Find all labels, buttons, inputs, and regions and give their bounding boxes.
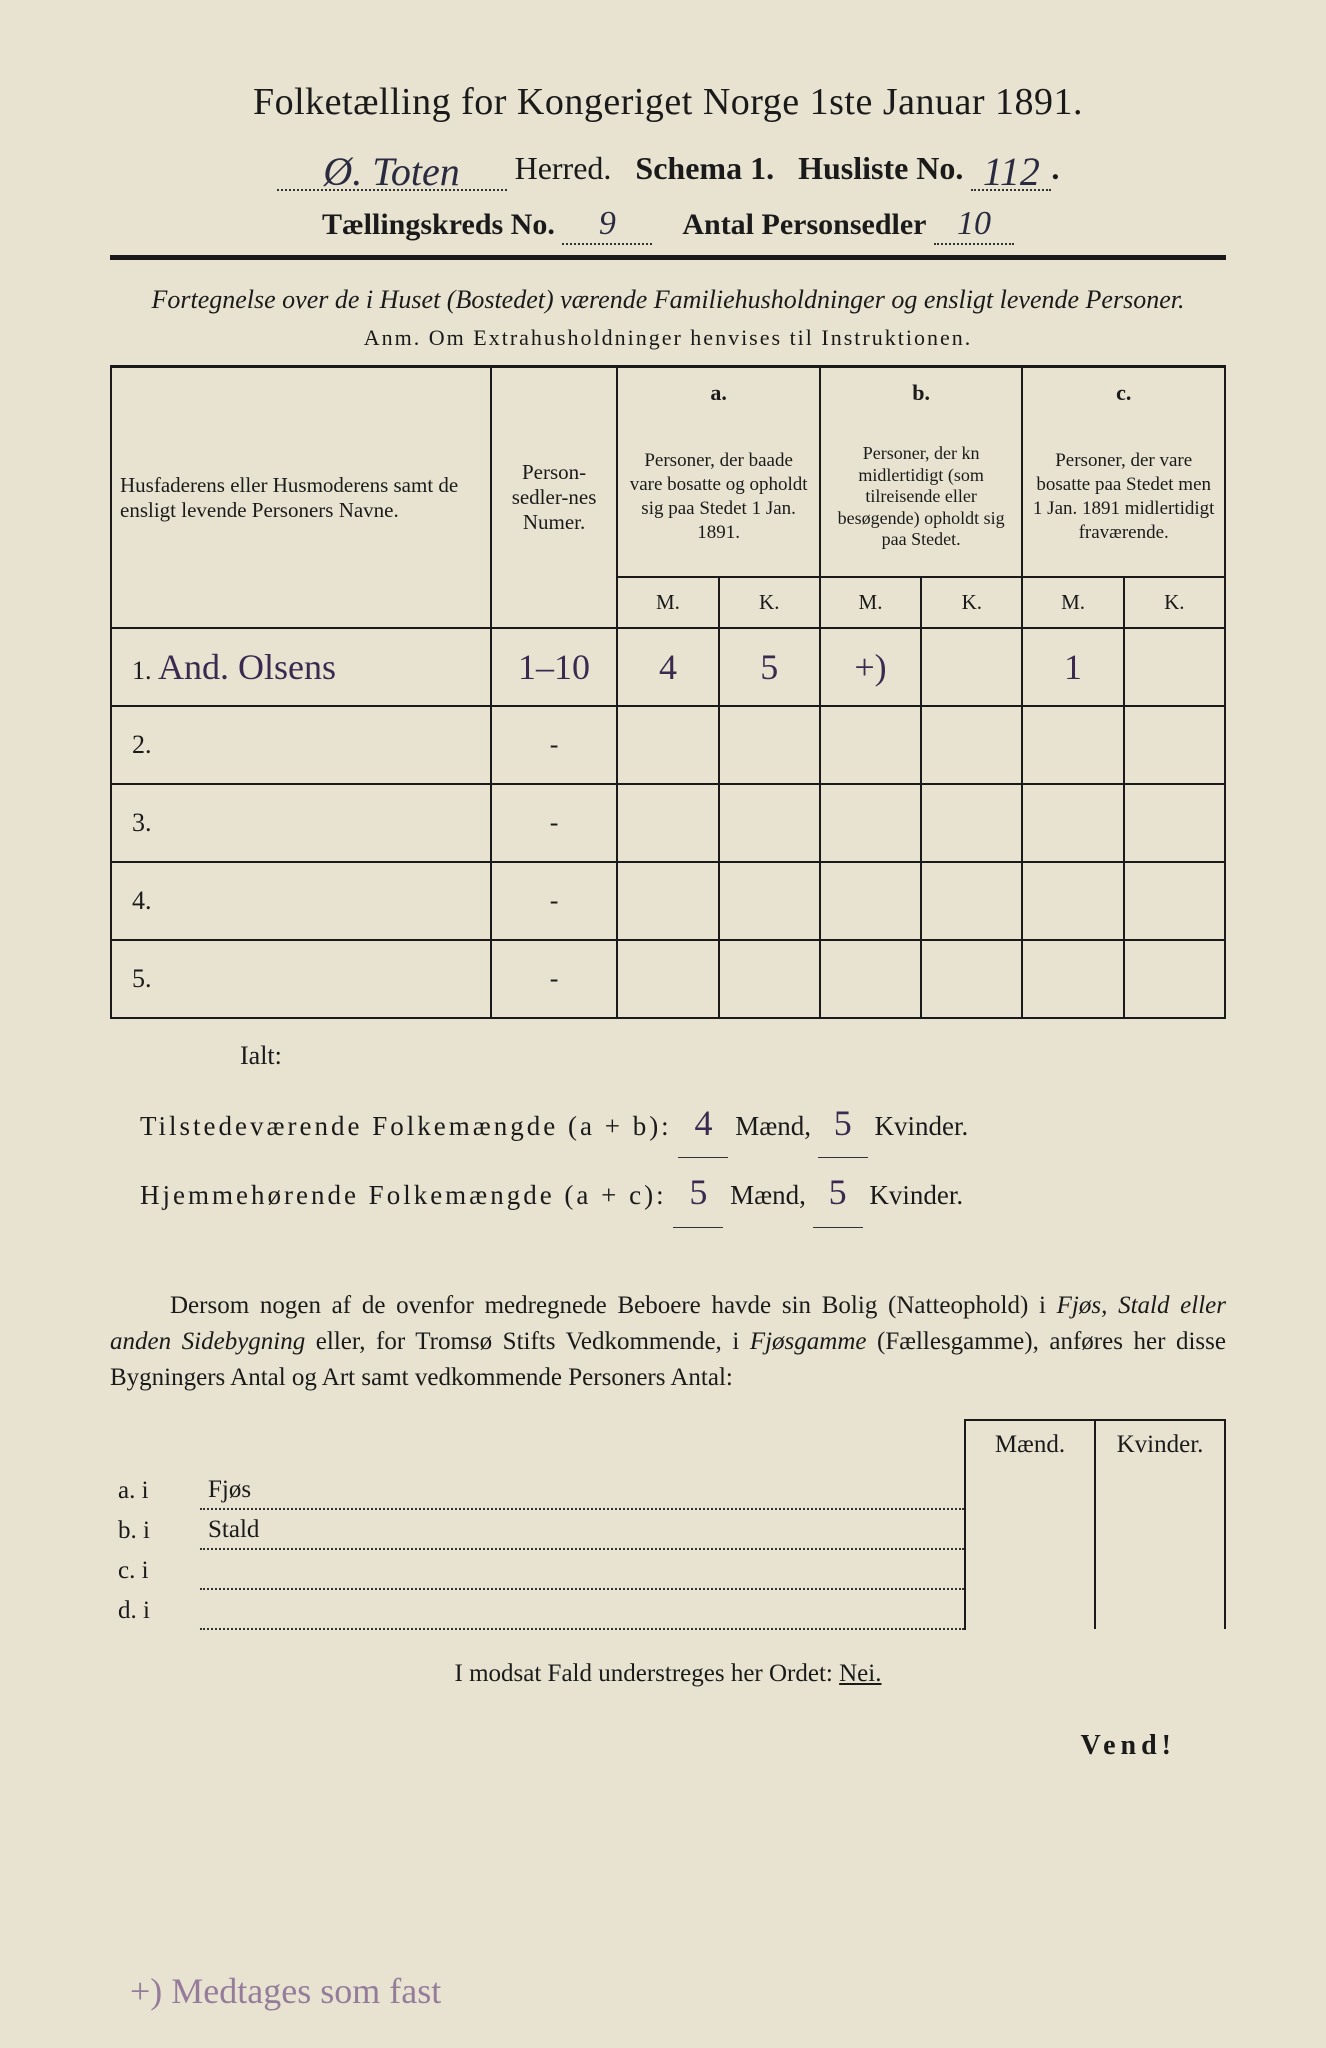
th-b-label: b.: [912, 380, 930, 405]
instructions-paragraph: Dersom nogen af de ovenfor medregnede Be…: [110, 1288, 1226, 1397]
header-line-2: Ø. Toten Herred. Schema 1. Husliste No. …: [110, 142, 1226, 191]
tilstede-label: Tilstedeværende Folkemængde (a + b):: [140, 1111, 672, 1141]
sidebyg-row: b. i Stald: [110, 1509, 1225, 1549]
tilstede-m: 4: [678, 1089, 728, 1158]
nei-word: Nei.: [839, 1660, 881, 1687]
th-c-text: Personer, der vare bosatte paa Stedet me…: [1022, 418, 1225, 577]
th-bm: M.: [820, 577, 921, 628]
anm-note: Anm. Om Extrahusholdninger henvises til …: [110, 325, 1226, 351]
husliste-label: Husliste No.: [798, 150, 963, 186]
th-b-text: Personer, der kn midlertidigt (som tilre…: [820, 418, 1023, 577]
sidebyg-maend: Mænd.: [965, 1420, 1095, 1469]
hjemme-label: Hjemmehørende Folkemængde (a + c):: [140, 1180, 667, 1210]
schema-label: Schema 1.: [635, 150, 774, 186]
census-form: Folketælling for Kongeriget Norge 1ste J…: [110, 80, 1226, 1762]
antal-label: Antal Personsedler: [682, 208, 926, 241]
th-a-text: Personer, der baade vare bosatte og opho…: [617, 418, 820, 577]
herred-value: Ø. Toten: [323, 148, 459, 195]
th-a-label: a.: [710, 380, 727, 405]
th-ak: K.: [719, 577, 820, 628]
divider: [110, 255, 1226, 260]
th-ck: K.: [1124, 577, 1225, 628]
sidebyg-section: Mænd. Kvinder. a. i Fjøs b. i Stald c. i…: [110, 1419, 1226, 1630]
vend-label: Vend!: [110, 1730, 1226, 1762]
th-cm: M.: [1022, 577, 1123, 628]
th-bk: K.: [921, 577, 1022, 628]
table-row: 5. -: [111, 940, 1225, 1018]
herred-label: Herred.: [515, 150, 612, 186]
antal-value: 10: [957, 205, 991, 242]
hjemme-m: 5: [673, 1158, 723, 1227]
totals: Tilstedeværende Folkemængde (a + b): 4 M…: [140, 1089, 1226, 1228]
table-row: 3. -: [111, 784, 1225, 862]
tilstede-k: 5: [818, 1089, 868, 1158]
hjemme-k: 5: [813, 1158, 863, 1227]
ialt-label: Ialt:: [240, 1041, 1226, 1071]
sidebyg-row: a. i Fjøs: [110, 1469, 1225, 1509]
husliste-value: 112: [983, 148, 1040, 195]
kreds-value: 9: [599, 205, 616, 242]
modsat-line: I modsat Fald understreges her Ordet: Ne…: [110, 1660, 1226, 1688]
table-row: 2. -: [111, 706, 1225, 784]
sidebyg-row: c. i: [110, 1549, 1225, 1589]
kreds-label: Tællingskreds No.: [322, 208, 555, 241]
subtitle: Fortegnelse over de i Huset (Bostedet) v…: [110, 282, 1226, 317]
header-line-3: Tællingskreds No. 9 Antal Personsedler 1…: [110, 205, 1226, 245]
table-row: 4. -: [111, 862, 1225, 940]
th-num: Person-sedler-nes Numer.: [491, 368, 618, 628]
table-row: 1. And. Olsens 1–10 4 5 +) 1: [111, 628, 1225, 706]
sidebyg-kvinder: Kvinder.: [1095, 1420, 1225, 1469]
handwritten-footnote: +) Medtages som fast: [130, 1970, 441, 2012]
th-name: Husfaderens eller Husmoderens samt de en…: [111, 368, 491, 628]
row1-name: And. Olsens: [158, 647, 336, 687]
th-c-label: c.: [1116, 380, 1131, 405]
th-am: M.: [617, 577, 718, 628]
page-title: Folketælling for Kongeriget Norge 1ste J…: [110, 80, 1226, 124]
sidebyg-row: d. i: [110, 1589, 1225, 1629]
census-table: Husfaderens eller Husmoderens samt de en…: [110, 368, 1226, 1019]
